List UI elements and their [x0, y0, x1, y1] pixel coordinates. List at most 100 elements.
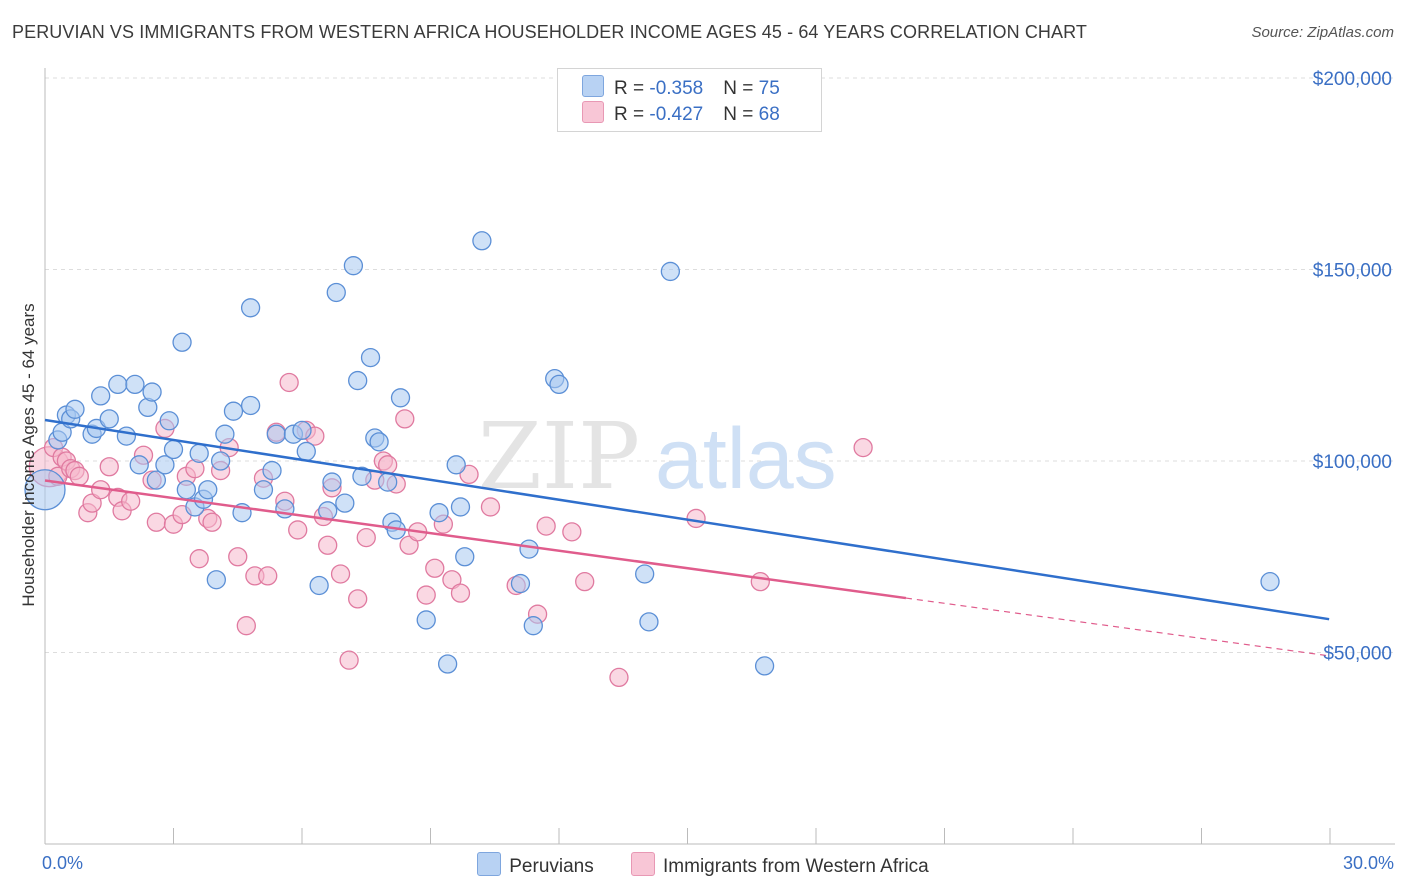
series-peruvians	[24, 231, 1280, 676]
legend-n-value: 68	[758, 104, 780, 125]
data-point-peruvians	[455, 547, 475, 567]
data-point-immigrants	[562, 522, 582, 542]
data-point-peruvians	[176, 480, 197, 500]
data-point-immigrants	[121, 491, 141, 511]
data-point-peruvians	[206, 570, 226, 590]
bottom-legend-swatch-pink	[631, 852, 656, 876]
data-point-immigrants	[279, 372, 299, 393]
data-point-peruvians	[116, 426, 137, 446]
data-point-peruvians	[198, 480, 218, 500]
data-point-peruvians	[159, 411, 179, 431]
data-point-peruvians	[292, 420, 312, 441]
bottom-legend-label: Immigrants from Western Africa	[663, 856, 929, 877]
grid-lines	[45, 77, 1395, 653]
data-point-peruvians	[369, 432, 389, 452]
data-point-immigrants	[450, 583, 471, 603]
data-point-peruvians	[416, 610, 436, 630]
data-point-peruvians	[142, 382, 162, 402]
chart-source: Source: ZipAtlas.com	[1251, 24, 1394, 41]
y-tick-label: $100,000	[1313, 452, 1392, 473]
data-point-immigrants	[686, 508, 706, 529]
data-point-peruvians	[129, 455, 149, 475]
y-axis-label: Householder Income Ages 45 - 64 years	[19, 303, 38, 606]
data-point-peruvians	[635, 564, 655, 584]
data-point-peruvians	[210, 451, 231, 471]
data-point-peruvians	[172, 332, 192, 352]
data-point-peruvians	[146, 470, 167, 490]
data-point-peruvians	[125, 374, 145, 395]
data-point-immigrants	[459, 464, 479, 485]
legend: R = -0.358 N = 75 R = -0.427 N = 68	[557, 68, 822, 132]
data-point-peruvians	[240, 395, 261, 416]
legend-r-label: R =	[614, 78, 650, 99]
data-point-peruvians	[322, 472, 342, 492]
data-point-peruvians	[754, 656, 775, 676]
x-tick-label: 30.0%	[1343, 853, 1394, 873]
data-point-peruvians	[253, 480, 274, 500]
data-point-immigrants	[330, 564, 351, 584]
legend-r-label: R =	[614, 104, 650, 125]
chart-title: PERUVIAN VS IMMIGRANTS FROM WESTERN AFRI…	[12, 22, 1087, 42]
x-tick-label: 0.0%	[42, 853, 83, 873]
data-point-peruvians	[446, 455, 466, 475]
trend-line-immigrants	[44, 479, 907, 600]
data-point-peruvians	[450, 497, 471, 517]
legend-r-value: -0.358	[649, 78, 704, 99]
data-point-immigrants	[288, 520, 308, 540]
data-point-peruvians	[326, 282, 346, 303]
data-point-peruvians	[343, 256, 364, 276]
data-point-peruvians	[155, 455, 175, 475]
bottom-legend: Peruvians Immigrants from Western Africa	[0, 852, 1406, 878]
data-point-peruvians	[189, 443, 209, 463]
data-point-immigrants	[99, 457, 119, 477]
data-point-peruvians	[215, 424, 235, 444]
data-point-peruvians	[549, 374, 569, 395]
data-point-immigrants	[69, 466, 89, 486]
data-point-peruvians	[91, 386, 111, 406]
data-point-immigrants	[202, 512, 222, 532]
data-point-immigrants	[416, 585, 436, 605]
data-point-immigrants	[339, 650, 359, 670]
legend-swatch-blue	[582, 75, 604, 97]
tick-labels: $50,000 $100,000 $150,000 $200,000 0.0% 30.0%	[42, 69, 1394, 873]
legend-swatch-pink	[582, 101, 604, 123]
data-point-immigrants	[575, 571, 595, 592]
data-point-immigrants	[356, 527, 376, 548]
data-point-peruvians	[24, 469, 66, 511]
bottom-legend-immigrants: Immigrants from Western Africa	[631, 852, 929, 878]
watermark-atlas: atlas	[655, 411, 837, 507]
data-point-peruvians	[1260, 571, 1280, 592]
y-tick-label: $50,000	[1323, 644, 1392, 665]
watermark-zip: ZIP	[478, 403, 640, 510]
y-tick-label: $200,000	[1313, 69, 1392, 90]
data-point-peruvians	[519, 539, 539, 559]
data-point-immigrants	[609, 667, 629, 688]
data-point-peruvians	[309, 575, 329, 596]
data-point-peruvians	[163, 439, 184, 460]
data-point-immigrants	[480, 497, 501, 517]
data-point-peruvians	[429, 503, 449, 523]
legend-r-value: -0.427	[649, 104, 704, 125]
data-point-immigrants	[228, 547, 248, 567]
data-point-immigrants	[348, 589, 368, 609]
legend-n-value: 75	[758, 78, 780, 99]
data-point-peruvians	[335, 493, 355, 513]
legend-n-label: N =	[723, 78, 759, 99]
data-point-peruvians	[223, 401, 244, 421]
data-point-immigrants	[189, 549, 209, 569]
trend-line-immigrants-extension	[905, 597, 1331, 657]
data-point-peruvians	[360, 347, 381, 368]
data-point-peruvians	[523, 616, 543, 636]
data-point-peruvians	[390, 388, 411, 408]
data-point-peruvians	[378, 472, 398, 492]
data-point-peruvians	[639, 612, 659, 632]
data-point-immigrants	[318, 535, 338, 555]
bottom-legend-label: Peruvians	[509, 856, 594, 877]
trend-line-peruvians	[44, 418, 1330, 621]
data-point-peruvians	[660, 261, 681, 282]
data-point-immigrants	[425, 558, 445, 578]
trend-lines	[44, 418, 1331, 657]
data-point-peruvians	[296, 441, 316, 462]
bottom-legend-swatch-blue	[477, 852, 502, 876]
